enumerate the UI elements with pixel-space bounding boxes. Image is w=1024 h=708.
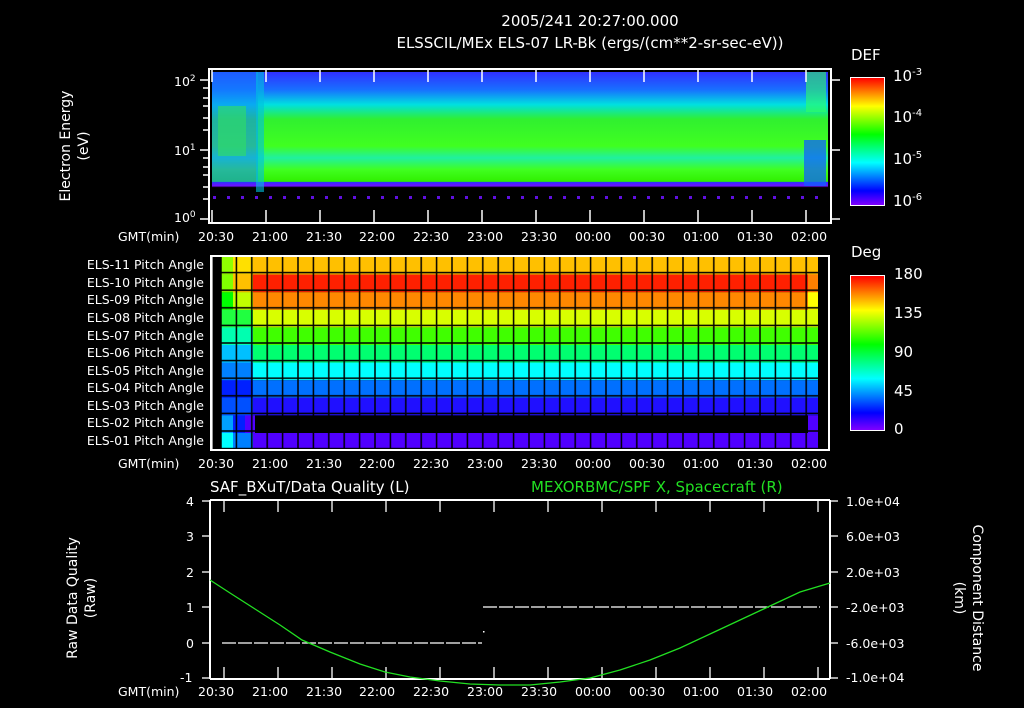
row-label: ELS-04 Pitch Angle [86, 380, 204, 395]
pitch-angle-plot [210, 255, 830, 451]
row-label: ELS-02 Pitch Angle [86, 415, 204, 430]
row-label: ELS-08 Pitch Angle [86, 310, 204, 325]
row-label: ELS-11 Pitch Angle [86, 257, 204, 272]
data-quality-axis-label: Raw Data Quality (Raw) [65, 537, 99, 659]
energy-axis-label: Electron Energy (eV) [58, 90, 92, 202]
plot-subtitle: ELSSCIL/MEx ELS-07 LR-Bk (ergs/(cm**2-sr… [396, 34, 784, 52]
line-plot [202, 499, 838, 686]
row-label: ELS-05 Pitch Angle [86, 363, 204, 378]
row-label: ELS-06 Pitch Angle [86, 345, 204, 360]
spf-x-series [209, 579, 831, 686]
x-ticks-top [200, 70, 840, 222]
row-label: ELS-07 Pitch Angle [86, 328, 204, 343]
row-label: ELS-01 Pitch Angle [86, 433, 204, 448]
def-colorbar [850, 77, 885, 206]
def-colorbar-title: DEF [851, 46, 881, 64]
spectrogram-plot [200, 68, 840, 224]
row-label: ELS-10 Pitch Angle [86, 275, 204, 290]
deg-colorbar-title: Deg [851, 243, 882, 261]
row-label: ELS-03 Pitch Angle [86, 398, 204, 413]
plot-timestamp: 2005/241 20:27:00.000 [501, 12, 679, 30]
panel3-right-title: MEXORBMC/SPF X, Spacecraft (R) [531, 478, 783, 496]
component-distance-axis-label: Component Distance (km) [951, 524, 985, 672]
panel3-left-title: SAF_BXuT/Data Quality (L) [210, 478, 410, 496]
row-label: ELS-09 Pitch Angle [86, 292, 204, 307]
deg-colorbar [850, 275, 885, 431]
